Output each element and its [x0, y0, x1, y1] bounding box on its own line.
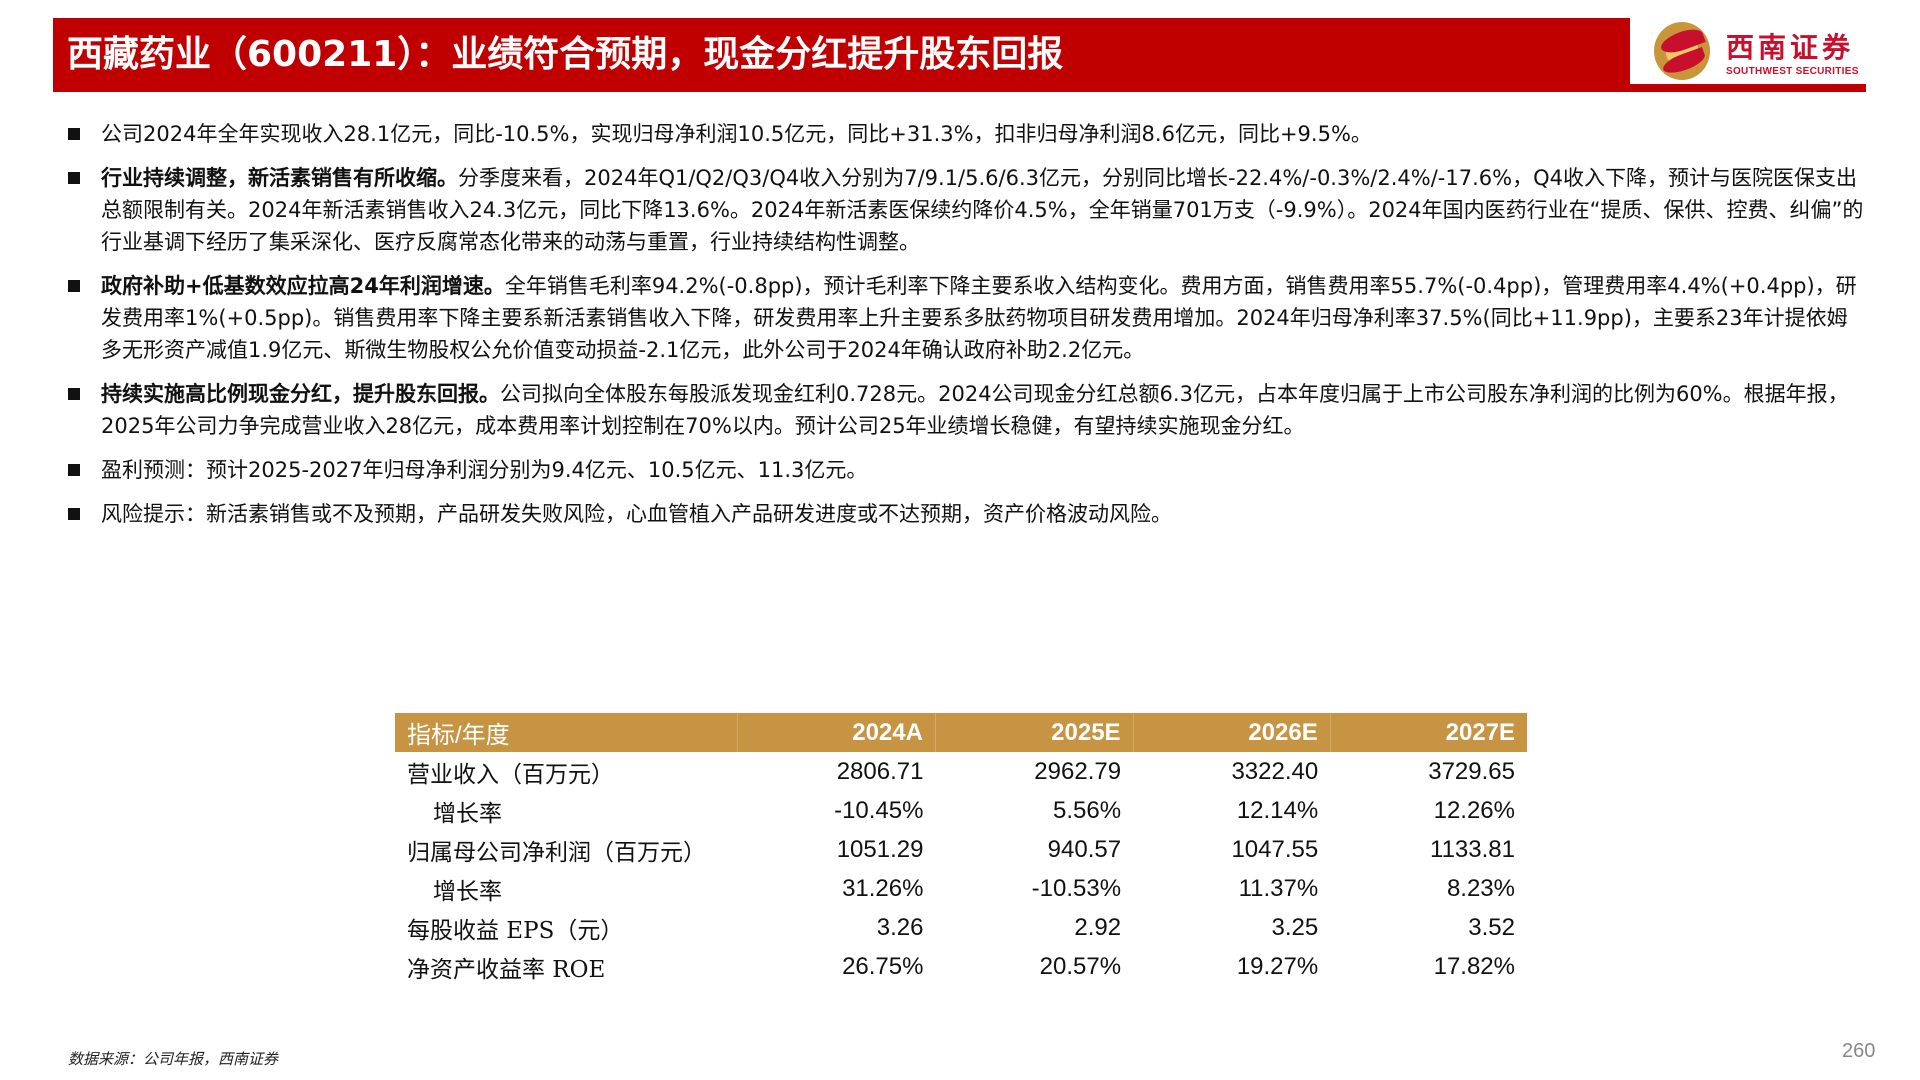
bullet-square-icon [68, 464, 80, 476]
cell: 2.92 [1074, 913, 1122, 941]
cell: 3.52 [1468, 913, 1515, 941]
bullet-square-icon [68, 508, 80, 520]
cell: 12.26% [1433, 796, 1515, 824]
bullet-item: 政府补助+低基数效应拉高24年利润增速。全年销售毛利率94.2%(-0.8pp)… [68, 270, 1868, 366]
data-source-note: 数据来源：公司年报，西南证券 [68, 1050, 279, 1068]
cell: 17.82% [1433, 952, 1515, 980]
bullet-square-icon [68, 388, 80, 400]
header-underline [1630, 84, 1866, 92]
table-row: 每股收益 EPS（元） 3.26 2.92 3.25 3.52 [395, 908, 1527, 947]
row-label: 归属母公司净利润（百万元） [407, 839, 706, 866]
cell: 11.37% [1238, 874, 1319, 902]
cell: 26.75% [842, 952, 924, 980]
bullet-lead: 行业持续调整，新活素销售有所收缩。 [101, 166, 458, 190]
column-header-2026e: 2026E [1133, 713, 1331, 752]
column-header-2027e: 2027E [1330, 713, 1527, 752]
table-row: 营业收入（百万元） 2806.71 2962.79 3322.40 3729.6… [395, 752, 1527, 791]
cell: 3.25 [1271, 913, 1319, 941]
row-label: 每股收益 EPS（元） [407, 917, 624, 944]
cell: 12.14% [1236, 796, 1319, 824]
bullet-text: 全年销售毛利率94.2%(-0.8pp)，预计毛利率下降主要系收入结构变化。费用… [101, 274, 1857, 362]
company-logo: 西南证券 SOUTHWEST SECURITIES [1630, 18, 1866, 84]
bullet-text: 公司2024年全年实现收入28.1亿元，同比-10.5%，实现归母净利润10.5… [101, 122, 1372, 146]
logo-english-name: SOUTHWEST SECURITIES [1726, 66, 1859, 77]
southwest-securities-logo-icon [1654, 22, 1710, 80]
cell: 1133.81 [1430, 835, 1515, 863]
cell: -10.45% [834, 796, 924, 824]
bullet-text: 公司拟向全体股东每股派发现金红利0.728元。2024公司现金分红总额6.3亿元… [101, 382, 1849, 438]
cell: 19.27% [1236, 952, 1319, 980]
table-header-row: 指标/年度 2024A 2025E 2026E 2027E [395, 713, 1527, 752]
cell: 5.56% [1053, 796, 1122, 824]
cell: 940.57 [1047, 835, 1122, 863]
bullet-item: 行业持续调整，新活素销售有所收缩。分季度来看，2024年Q1/Q2/Q3/Q4收… [68, 162, 1868, 258]
table-row: 增长率 31.26% -10.53% 11.37% 8.23% [395, 869, 1527, 908]
cell: 3729.65 [1428, 757, 1515, 785]
financial-forecast-table: 指标/年度 2024A 2025E 2026E 2027E 营业收入（百万元） … [395, 713, 1527, 986]
page-title: 西藏药业（600211）：业绩符合预期，现金分红提升股东回报 [53, 18, 1630, 92]
cell: 20.57% [1039, 952, 1122, 980]
bullet-item: 风险提示：新活素销售或不及预期，产品研发失败风险，心血管植入产品研发进度或不达预… [68, 498, 1868, 530]
bullet-lead: 政府补助+低基数效应拉高24年利润增速。 [101, 274, 505, 298]
bullet-text: 分季度来看，2024年Q1/Q2/Q3/Q4收入分别为7/9.1/5.6/6.3… [101, 166, 1864, 254]
cell: 2962.79 [1034, 757, 1122, 785]
bullet-item: 盈利预测：预计2025-2027年归母净利润分别为9.4亿元、10.5亿元、11… [68, 454, 1868, 486]
table-row: 净资产收益率 ROE 26.75% 20.57% 19.27% 17.82% [395, 947, 1527, 986]
cell: 1047.55 [1231, 835, 1319, 863]
cell: 3322.40 [1231, 757, 1319, 785]
row-label: 净资产收益率 ROE [407, 956, 606, 983]
table-row: 增长率 -10.45% 5.56% 12.14% 12.26% [395, 791, 1527, 830]
page-number: 260 [1842, 1040, 1876, 1062]
bullet-list: 公司2024年全年实现收入28.1亿元，同比-10.5%，实现归母净利润10.5… [68, 118, 1868, 542]
bullet-item: 持续实施高比例现金分红，提升股东回报。公司拟向全体股东每股派发现金红利0.728… [68, 378, 1868, 442]
row-label: 增长率 [433, 800, 502, 827]
row-label: 增长率 [433, 878, 502, 905]
bullet-square-icon [68, 172, 80, 184]
cell: 8.23% [1446, 874, 1515, 902]
cell: 1051.29 [836, 835, 924, 863]
bullet-lead: 持续实施高比例现金分红，提升股东回报。 [101, 382, 500, 406]
bullet-item: 公司2024年全年实现收入28.1亿元，同比-10.5%，实现归母净利润10.5… [68, 118, 1868, 150]
cell: 3.26 [876, 913, 924, 941]
bullet-square-icon [68, 128, 80, 140]
logo-chinese-name: 西南证券 [1726, 31, 1855, 64]
row-label: 营业收入（百万元） [407, 761, 614, 788]
column-header-2024a: 2024A [737, 713, 936, 752]
bullet-square-icon [68, 280, 80, 292]
cell: 31.26% [842, 874, 924, 902]
column-header-2025e: 2025E [935, 713, 1134, 752]
column-header-metric: 指标/年度 [395, 713, 739, 752]
bullet-text: 盈利预测：预计2025-2027年归母净利润分别为9.4亿元、10.5亿元、11… [101, 458, 868, 482]
cell: 2806.71 [836, 757, 924, 785]
bullet-text: 风险提示：新活素销售或不及预期，产品研发失败风险，心血管植入产品研发进度或不达预… [101, 502, 1172, 526]
cell: -10.53% [1031, 874, 1122, 902]
table-row: 归属母公司净利润（百万元） 1051.29 940.57 1047.55 113… [395, 830, 1527, 869]
